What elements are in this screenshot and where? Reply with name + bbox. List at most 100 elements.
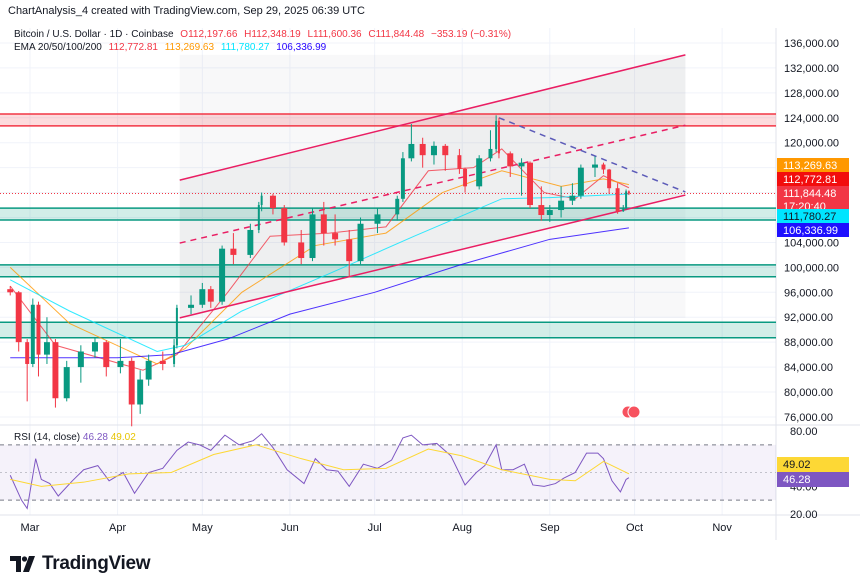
candle[interactable] <box>495 120 498 149</box>
candle[interactable] <box>622 207 625 212</box>
time-tick-label: Apr <box>109 522 126 534</box>
candle[interactable] <box>476 158 483 187</box>
ohlc-change: −353.19 (−0.31%) <box>430 29 512 40</box>
candle[interactable] <box>430 145 437 156</box>
price-tick-label: 84,000.00 <box>784 362 833 374</box>
candle[interactable] <box>36 304 41 355</box>
price-zone[interactable] <box>0 264 776 277</box>
candle[interactable] <box>463 168 468 187</box>
candle[interactable] <box>546 210 553 216</box>
candle[interactable] <box>569 195 576 201</box>
trendline[interactable] <box>179 194 686 319</box>
candle[interactable] <box>374 214 381 224</box>
candle[interactable] <box>408 143 415 159</box>
symbol-title[interactable]: Bitcoin / U.S. Dollar · 1D · Coinbase <box>14 29 174 40</box>
price-tick-label: 128,000.00 <box>784 88 839 100</box>
candle[interactable] <box>320 214 327 234</box>
candle[interactable] <box>175 307 178 346</box>
price-tick-label: 92,000.00 <box>784 312 833 324</box>
candle[interactable] <box>419 143 426 156</box>
candle[interactable] <box>298 242 305 259</box>
us-flag-event-icon[interactable] <box>627 405 641 419</box>
candle[interactable] <box>442 145 449 156</box>
candle[interactable] <box>281 208 288 243</box>
price-zone[interactable] <box>0 114 776 126</box>
candle[interactable] <box>128 360 135 405</box>
candle[interactable] <box>488 148 493 159</box>
price-tick-label: 80,000.00 <box>784 387 833 399</box>
candle[interactable] <box>627 191 630 194</box>
candle[interactable] <box>230 248 237 255</box>
candle[interactable] <box>518 162 525 167</box>
candle[interactable] <box>77 351 84 368</box>
rsi-value: 46.28 <box>82 432 108 443</box>
trendline[interactable] <box>498 117 686 193</box>
candle[interactable] <box>15 292 22 343</box>
candle[interactable] <box>207 289 214 302</box>
trendline[interactable] <box>179 54 686 181</box>
candle[interactable] <box>173 345 176 364</box>
rsi-badge <box>777 472 849 487</box>
price-tick-label: 76,000.00 <box>784 412 833 424</box>
candle[interactable] <box>43 342 50 355</box>
candle[interactable] <box>497 120 500 154</box>
rsi-line <box>9 433 630 510</box>
candle[interactable] <box>346 239 353 262</box>
candle[interactable] <box>25 342 30 364</box>
price-tick-label: 88,000.00 <box>784 337 833 349</box>
candle[interactable] <box>137 379 144 405</box>
candle[interactable] <box>558 200 565 211</box>
candle[interactable] <box>199 289 206 305</box>
channel-fill <box>179 54 686 318</box>
ema200-value: 106,336.99 <box>276 42 327 53</box>
candle[interactable] <box>615 188 620 212</box>
candle[interactable] <box>332 233 339 240</box>
candle[interactable] <box>309 214 316 259</box>
candle[interactable] <box>219 248 226 302</box>
candle[interactable] <box>159 360 166 364</box>
candle[interactable] <box>577 167 584 196</box>
candle[interactable] <box>538 205 545 216</box>
candle[interactable] <box>607 169 612 189</box>
trendline[interactable] <box>179 124 686 244</box>
rsi-badge-text: 46.28 <box>783 474 811 486</box>
ema-label[interactable]: EMA 20/50/100/200 <box>14 42 102 53</box>
rsi-label[interactable]: RSI (14, close) <box>14 432 81 443</box>
price-zone[interactable] <box>0 322 776 338</box>
candle[interactable] <box>601 164 606 170</box>
ema20-badge-text: 112,772.81 <box>783 174 837 186</box>
candle[interactable] <box>7 289 14 293</box>
candle[interactable] <box>625 191 628 208</box>
candle[interactable] <box>91 342 98 352</box>
chart-credit: ChartAnalysis_4 created with TradingView… <box>8 5 365 17</box>
price-zone[interactable] <box>0 208 776 221</box>
candle[interactable] <box>507 153 514 167</box>
candle[interactable] <box>103 342 110 368</box>
rsi-tick-label: 80.00 <box>790 426 818 438</box>
candle[interactable] <box>357 223 364 262</box>
candle[interactable] <box>260 195 263 206</box>
ohlc-low: L111,600.36 <box>307 29 362 40</box>
candle[interactable] <box>117 360 124 368</box>
time-tick-label: Jun <box>281 522 299 534</box>
candle[interactable] <box>457 155 462 169</box>
candle[interactable] <box>145 360 152 380</box>
candle[interactable] <box>247 229 254 255</box>
ema20-value: 112,772.81 <box>108 42 158 53</box>
candle[interactable] <box>257 205 260 230</box>
ema50-badge <box>777 158 849 172</box>
candle[interactable] <box>400 158 405 199</box>
candle[interactable] <box>527 162 533 206</box>
candle[interactable] <box>30 304 35 364</box>
ema100-badge <box>777 209 849 223</box>
logo-text: TradingView <box>42 553 151 574</box>
time-tick-label: Sep <box>540 522 560 534</box>
candle[interactable] <box>395 198 400 215</box>
candle[interactable] <box>592 164 598 168</box>
candle[interactable] <box>269 195 276 209</box>
tradingview-logo[interactable]: TradingView <box>10 553 151 575</box>
candle[interactable] <box>63 367 70 399</box>
candle[interactable] <box>188 304 195 308</box>
candle[interactable] <box>52 342 59 399</box>
